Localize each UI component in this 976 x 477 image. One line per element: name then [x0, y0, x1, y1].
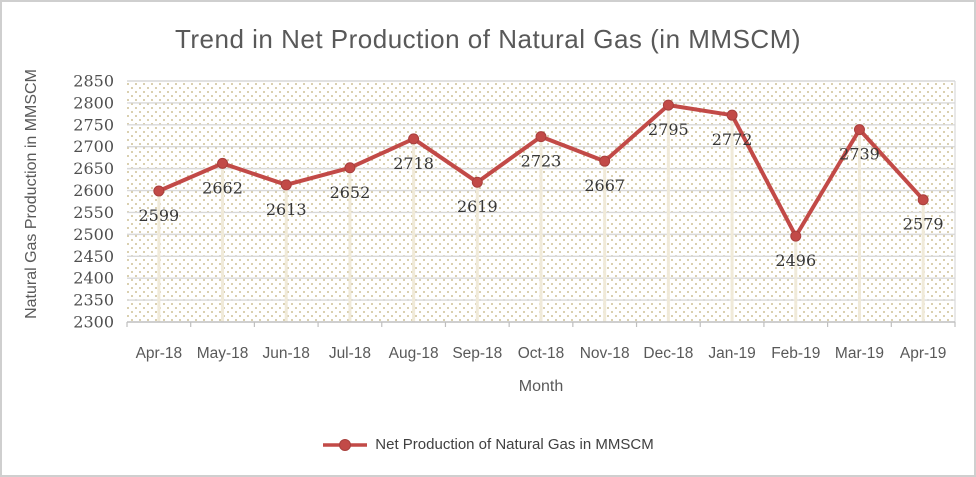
data-point-marker	[726, 109, 738, 121]
x-tick-label: Mar-19	[835, 345, 884, 362]
data-point-marker	[853, 124, 865, 136]
y-tick-label: 2350	[73, 291, 114, 310]
x-tick-label: Apr-18	[136, 345, 183, 362]
data-label: 2739	[839, 145, 880, 164]
x-tick-label: Nov-18	[580, 345, 630, 362]
data-label: 2662	[202, 178, 243, 197]
data-point-marker	[790, 230, 802, 242]
x-tick-label: Oct-18	[518, 345, 565, 362]
data-point-marker	[599, 155, 611, 167]
y-tick-label: 2550	[73, 203, 114, 222]
y-tick-label: 2450	[73, 247, 114, 266]
data-label: 2718	[393, 154, 434, 173]
y-tick-label: 2400	[73, 269, 114, 288]
x-tick-label: May-18	[197, 345, 249, 362]
y-tick-label: 2750	[73, 115, 114, 134]
data-point-marker	[662, 99, 674, 111]
data-point-marker	[471, 176, 483, 188]
data-point-marker	[280, 179, 292, 191]
x-tick-label: Jun-18	[263, 345, 310, 362]
data-point-marker	[917, 194, 929, 206]
x-tick-label: Apr-19	[900, 345, 947, 362]
legend: Net Production of Natural Gas in MMSCM	[2, 436, 974, 453]
data-point-marker	[153, 185, 165, 197]
data-label: 2599	[138, 206, 179, 225]
y-tick-label: 2700	[73, 137, 114, 156]
y-tick-label: 2600	[73, 181, 114, 200]
y-tick-label: 2500	[73, 225, 114, 244]
x-tick-label: Feb-19	[771, 345, 820, 362]
legend-point-sample	[339, 438, 352, 451]
data-label: 2496	[775, 251, 816, 270]
data-label: 2619	[457, 197, 498, 216]
x-tick-label: Dec-18	[643, 345, 693, 362]
y-tick-label: 2650	[73, 159, 114, 178]
data-point-marker	[344, 162, 356, 174]
legend-label: Net Production of Natural Gas in MMSCM	[375, 436, 654, 453]
chart-title: Trend in Net Production of Natural Gas (…	[174, 24, 802, 54]
x-tick-label: Sep-18	[452, 345, 502, 362]
data-label: 2795	[648, 120, 689, 139]
y-tick-label: 2300	[73, 313, 114, 332]
y-tick-label: 2850	[73, 72, 114, 91]
x-tick-label: Aug-18	[389, 345, 439, 362]
legend-marker-icon	[323, 438, 368, 451]
data-label: 2652	[330, 183, 371, 202]
data-label: 2723	[521, 152, 562, 171]
data-point-marker	[408, 133, 420, 145]
data-label: 2667	[584, 176, 625, 195]
x-axis-title: Month	[518, 378, 564, 395]
data-point-marker	[217, 157, 229, 169]
data-label: 2613	[266, 200, 307, 219]
x-tick-label: Jan-19	[708, 345, 755, 362]
data-label: 2579	[903, 215, 944, 234]
x-tick-label: Jul-18	[329, 345, 371, 362]
y-tick-label: 2800	[73, 93, 114, 112]
data-label: 2772	[712, 130, 753, 149]
data-point-marker	[535, 131, 547, 143]
